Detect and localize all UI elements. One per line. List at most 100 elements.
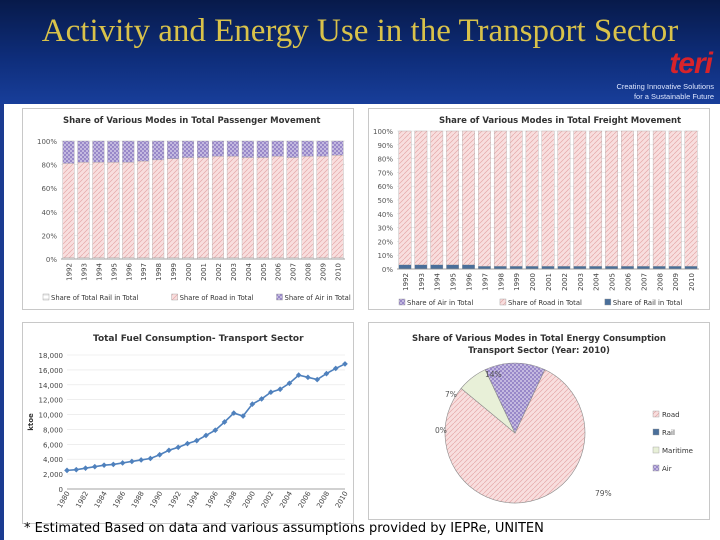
bar-segment [241,157,254,258]
bar-segment [573,130,587,267]
energy-share-pie-chart: Share of Various Modes in Total Energy C… [412,334,693,504]
data-point [305,374,311,381]
bar-segment [226,156,239,258]
data-point [73,466,80,473]
legend-label: Air [662,465,672,473]
y-tick-label: 80% [41,162,57,170]
x-tick-label: 2005 [609,273,617,291]
bar-segment [137,160,150,258]
bar-segment [684,130,698,267]
x-tick-label: 2004 [245,262,253,280]
bar-segment [493,266,507,270]
y-tick-label: 70% [377,169,393,177]
y-tick-label: 20% [41,232,57,240]
chart-title: Share of Various Modes in Total Energy C… [412,334,666,344]
bar-segment [197,157,209,258]
bar-segment [122,140,135,163]
x-tick-label: 1996 [125,262,133,280]
y-tick-label: 18,000 [39,352,64,360]
x-tick-label: 2001 [545,273,553,291]
logo-tagline-line-2: for a Sustainable Future [633,92,714,101]
x-tick-label: 2006 [297,490,313,510]
data-point [212,427,219,434]
bar-segment [637,130,650,267]
header-band [0,0,720,104]
bar-segment [398,264,412,270]
legend-swatch [499,298,507,306]
legend-label: Share of Air in Total [285,294,351,302]
logo-word: teri [669,47,713,80]
x-tick-label: 1996 [204,490,220,510]
bar-segment [621,130,634,267]
legend-swatch [398,298,406,306]
data-point [193,437,200,444]
bar-segment [541,130,555,267]
bar-segment [92,140,105,163]
x-tick-label: 2000 [185,263,193,281]
bar-segment [152,140,165,161]
data-point [258,396,265,402]
x-tick-label: 1997 [481,273,489,291]
y-tick-label: 10,000 [39,412,64,420]
bar-segment [446,264,459,270]
logo-tagline: Creating Innovative Solutions for a Sust… [616,82,714,102]
series-line [66,363,346,472]
bar-segment [589,266,603,270]
y-tick-label: 0% [382,266,393,274]
bar-segment [605,130,618,267]
bar-segment [668,266,682,270]
chart-title: Share of Various Modes in Total Passenge… [63,116,320,126]
x-tick-label: 1997 [140,263,148,281]
slide-title: Activity and Energy Use in the Transport… [41,13,679,49]
bar-segment [77,162,90,258]
x-tick-label: 2001 [200,263,208,281]
bar-segment [589,130,603,267]
bar-segment [684,266,698,270]
x-tick-label: 2002 [215,263,223,281]
bar-segment [557,130,571,267]
x-tick-label: 2003 [577,273,585,291]
freight-chart-panel: Share of Various Modes in Total Freight … [368,108,710,310]
x-tick-label: 1993 [80,263,88,281]
bar-segment [493,130,507,267]
bar-segment [652,266,666,270]
x-tick-label: 1993 [418,273,426,291]
bar-segment [430,130,444,266]
bar-segment [152,159,165,258]
x-tick-label: 1999 [513,273,521,291]
x-tick-label: 1998 [497,273,505,291]
legend-swatch [652,410,660,418]
teri-logo: teri Creating Innovative Solutions for a… [600,48,718,102]
bar-segment [430,264,444,270]
y-tick-label: 60% [377,183,393,191]
x-tick-label: 2009 [320,263,328,281]
x-tick-label: 2004 [593,272,601,290]
data-point [156,451,163,458]
x-tick-label: 2005 [260,263,268,281]
passenger-share-chart: Share of Various Modes in Total Passenge… [37,116,351,302]
y-tick-label: 4,000 [43,456,63,464]
data-point [129,458,135,465]
x-tick-label: 1994 [434,272,442,290]
y-tick-label: 6,000 [43,441,63,449]
bar-segment [271,156,284,258]
x-tick-label: 2003 [230,263,238,281]
x-tick-label: 1992 [167,490,183,509]
y-tick-label: 14,000 [39,382,64,390]
x-tick-label: 1998 [223,490,239,509]
bar-segment [316,156,329,258]
x-tick-label: 2008 [656,273,664,291]
x-tick-label: 1999 [170,263,178,281]
x-tick-label: 1994 [95,262,103,280]
legend-label: Share of Air in Total [407,299,473,307]
x-tick-label: 2010 [688,273,696,291]
x-tick-label: 2006 [624,272,632,290]
legend-label: Rail [662,429,675,437]
data-point [230,410,237,416]
data-point [101,462,107,469]
bar-segment [668,130,682,267]
x-tick-label: 1986 [111,490,127,510]
bar-segment [107,140,120,163]
bar-segment [197,140,209,158]
chart-title: Total Fuel Consumption- Transport Sector [93,334,304,344]
